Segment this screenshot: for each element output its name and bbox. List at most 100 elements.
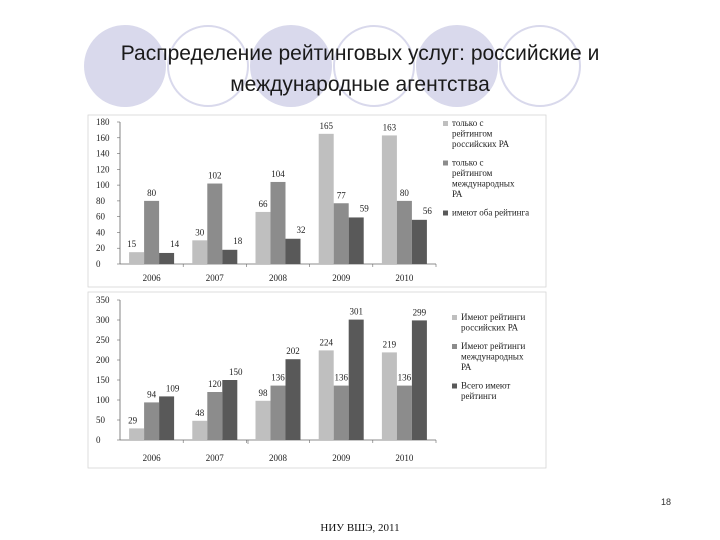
legend-label: РА (461, 362, 472, 372)
bar (333, 203, 349, 264)
legend-label: Имеют рейтинги (461, 341, 526, 351)
bar (159, 396, 175, 440)
legend-label: российских РА (452, 139, 510, 149)
bar (318, 133, 334, 264)
bar (255, 400, 271, 440)
x-tick-label: 2010 (395, 453, 414, 463)
bar (222, 380, 238, 440)
bar (318, 350, 334, 440)
legend-label: Всего имеют (461, 381, 510, 391)
y-tick-label: 60 (96, 212, 106, 222)
page-number: 18 (661, 497, 672, 507)
data-label: 98 (259, 388, 269, 398)
bar (207, 392, 223, 440)
bar (381, 135, 397, 264)
decor-circle (499, 25, 581, 107)
legend-swatch (452, 344, 457, 349)
slide-title: Распределение рейтинговых услуг: российс… (40, 38, 680, 100)
y-tick-label: 150 (96, 375, 110, 385)
legend-swatch (452, 315, 457, 320)
decor-circle (84, 25, 166, 107)
data-label: 29 (128, 415, 138, 425)
data-label: 18 (233, 236, 243, 246)
chart-frame (87, 291, 547, 469)
bar (270, 385, 286, 440)
data-label: 219 (383, 339, 397, 349)
x-tick-label: 2010 (395, 273, 414, 283)
legend-label: российских РА (461, 323, 519, 333)
data-label: 202 (286, 346, 300, 356)
y-tick-label: 100 (96, 395, 110, 405)
legend-label: только с (452, 158, 483, 168)
y-tick-label: 50 (96, 415, 106, 425)
data-label: 102 (208, 171, 222, 181)
bar (285, 238, 301, 264)
x-tick-label: 2006 (143, 273, 162, 283)
bar (207, 183, 223, 264)
data-label: 165 (319, 121, 333, 131)
bar (159, 252, 175, 264)
footer-text: НИУ ВШЭ, 2011 (320, 522, 400, 534)
y-tick-label: 100 (96, 180, 110, 190)
chart-frame (87, 114, 547, 288)
data-label: 80 (147, 188, 157, 198)
data-label: 94 (147, 389, 157, 399)
data-label: 136 (398, 373, 412, 383)
bar (144, 402, 160, 440)
data-label: 80 (400, 188, 410, 198)
bar (255, 211, 271, 264)
decor-circle (416, 25, 498, 107)
data-label: 48 (195, 408, 205, 418)
data-label: 30 (195, 227, 205, 237)
bar (381, 352, 397, 440)
y-tick-label: 350 (96, 295, 110, 305)
y-tick-label: 200 (96, 355, 110, 365)
bar (129, 252, 145, 264)
legend-swatch (452, 383, 457, 389)
data-label: 56 (423, 206, 433, 216)
bar (129, 428, 145, 440)
data-label: 109 (166, 383, 180, 393)
data-label: 15 (127, 239, 137, 249)
x-tick-label: 2006 (143, 453, 162, 463)
bar (192, 240, 208, 264)
x-tick-label: 2008 (269, 273, 288, 283)
x-tick-label: 2008 (269, 453, 288, 463)
legend-swatch (443, 160, 448, 166)
y-tick-label: 0 (96, 435, 101, 445)
legend-label: рейтингом (452, 168, 493, 178)
data-label: 104 (271, 169, 285, 179)
legend-label: международных (452, 179, 515, 189)
y-tick-label: 250 (96, 335, 110, 345)
y-tick-label: 300 (96, 315, 110, 325)
bar (411, 219, 427, 264)
legend-label: РА (452, 189, 463, 199)
legend-label: имеют оба рейтинга (452, 208, 529, 218)
slide-title-line2: международные агентства (230, 73, 490, 96)
data-label: 59 (360, 203, 370, 213)
y-tick-label: 0 (96, 259, 101, 269)
y-tick-label: 160 (96, 133, 110, 143)
data-label: 66 (259, 199, 269, 209)
bar (192, 420, 208, 440)
y-tick-label: 140 (96, 149, 110, 159)
bar (396, 200, 412, 264)
legend-label: Имеют рейтинги (461, 312, 526, 322)
decor-circle (250, 25, 332, 107)
legend-label: только с (452, 118, 483, 128)
bar (348, 319, 364, 440)
legend-label: международных (461, 352, 524, 362)
bar (285, 359, 301, 440)
y-tick-label: 20 (96, 243, 106, 253)
x-tick-label: 2007 (206, 453, 225, 463)
data-label: 299 (413, 307, 427, 317)
data-label: 224 (319, 337, 333, 347)
data-label: 77 (337, 190, 347, 200)
data-label: 14 (170, 239, 180, 249)
data-label: 301 (349, 307, 363, 317)
legend-swatch (443, 210, 448, 216)
data-label: 136 (334, 373, 348, 383)
y-tick-label: 180 (96, 117, 110, 127)
legend-label: рейтингом (452, 129, 493, 139)
